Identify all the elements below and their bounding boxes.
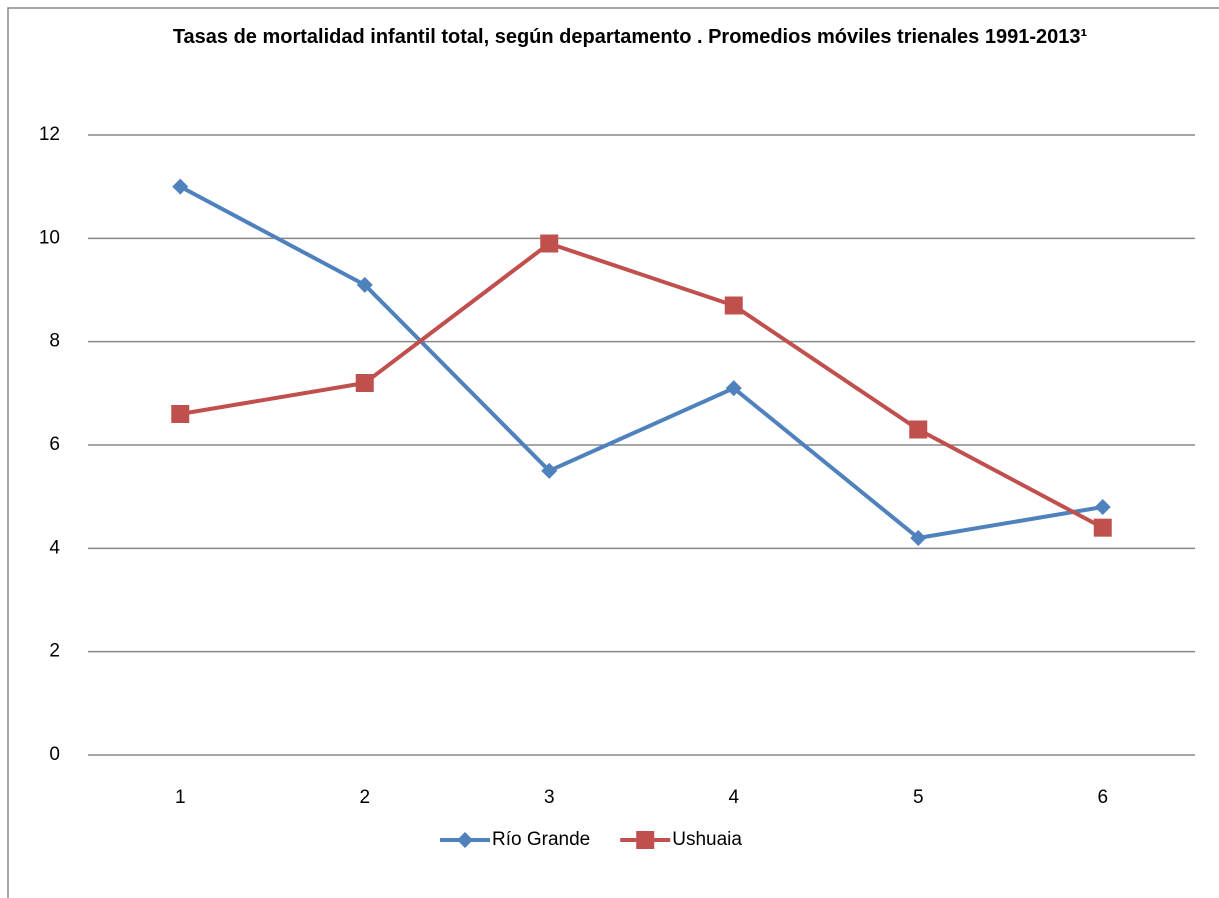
point-marker [910, 530, 927, 546]
x-tick-label: 1 [175, 787, 186, 808]
point-marker [356, 276, 373, 293]
y-tick-label: 4 [49, 537, 60, 558]
point-marker [172, 178, 189, 195]
y-tick-label: 0 [49, 744, 60, 765]
point-marker [171, 405, 190, 423]
y-tick-label: 12 [39, 124, 60, 145]
point-marker [724, 296, 743, 315]
legend-label: Ushuaia [672, 829, 742, 850]
x-tick-label: 3 [544, 787, 555, 808]
x-tick-label: 2 [359, 787, 370, 808]
point-marker [725, 380, 742, 397]
x-tick-label: 5 [913, 787, 924, 808]
series-line [179, 241, 1104, 530]
y-tick-label: 8 [49, 331, 60, 352]
chart-frame [7, 7, 1219, 898]
y-tick-label: 6 [49, 434, 60, 455]
x-tick-label: 6 [1097, 787, 1108, 808]
point-marker [909, 420, 928, 439]
series-line [179, 184, 1104, 540]
point-marker [355, 374, 374, 392]
legend-label: Río Grande [492, 829, 590, 850]
point-marker [1093, 518, 1112, 537]
y-tick-label: 2 [49, 641, 60, 662]
point-marker [1094, 499, 1111, 515]
chart-title: Tasas de mortalidad infantil total, segú… [172, 26, 1088, 48]
point-marker [541, 462, 558, 479]
point-marker [540, 234, 559, 253]
legend-marker [636, 831, 655, 849]
x-tick-label: 4 [728, 787, 739, 808]
y-tick-label: 10 [39, 227, 60, 248]
legend-marker [457, 832, 473, 848]
